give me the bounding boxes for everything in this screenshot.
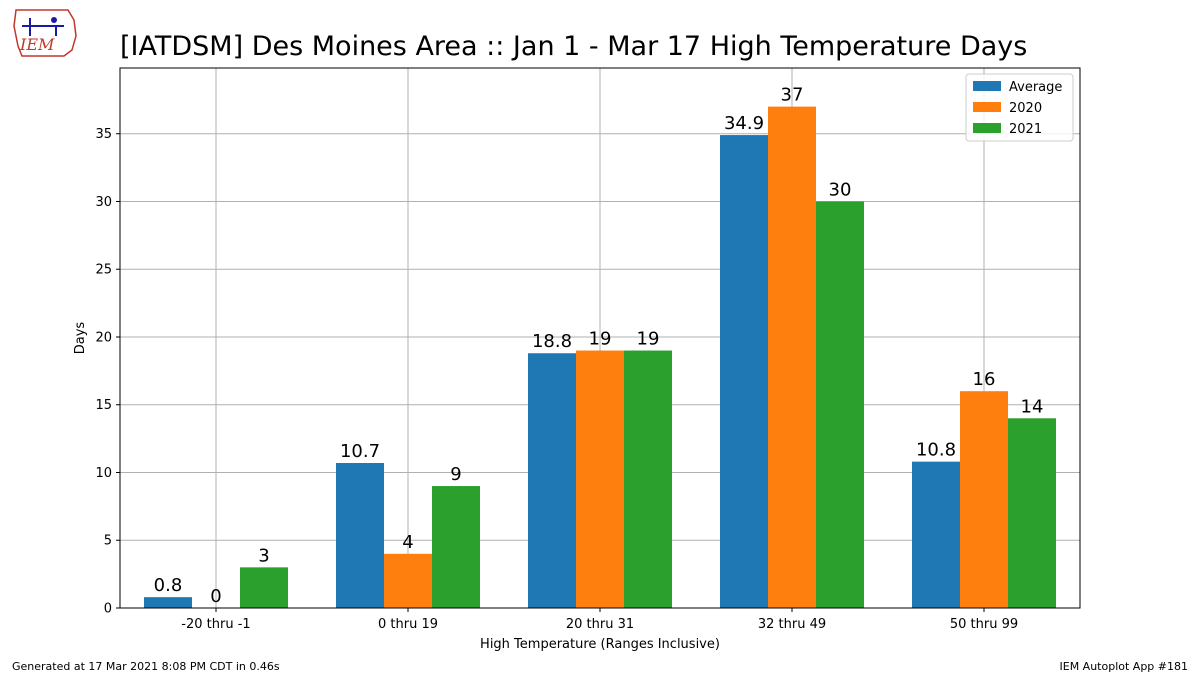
legend-swatch [973,102,1001,112]
legend-swatch [973,123,1001,133]
bar-average [912,461,960,608]
legend: Average 2020 2021 [965,73,1074,142]
chart-title: [IATDSM] Des Moines Area :: Jan 1 - Mar … [120,31,1027,62]
bar-value-label: 34.9 [724,113,764,134]
x-axis-label: High Temperature (Ranges Inclusive) [480,637,720,652]
y-tick-label: 20 [95,330,112,345]
bar-value-label: 0 [210,586,221,607]
x-axis: -20 thru -1 0 thru 19 20 thru 31 32 thru 49… [181,608,1018,632]
legend-label: 2021 [1009,122,1042,137]
bar-2021 [1008,418,1056,608]
x-tick-label: 0 thru 19 [378,617,438,632]
legend-swatch [973,81,1001,91]
bar-value-label: 3 [258,545,269,566]
y-axis: 0 5 10 15 20 25 30 35 [95,127,120,617]
y-tick-label: 25 [95,263,112,278]
bar-average [144,597,192,608]
x-tick-label: 20 thru 31 [566,617,634,632]
bar-value-label: 0.8 [154,575,183,596]
y-tick-label: 5 [104,534,112,549]
y-tick-label: 15 [95,398,112,413]
bar-value-label: 18.8 [532,331,572,352]
bar-2020 [576,350,624,608]
y-tick-label: 10 [95,466,112,481]
bar-value-label: 10.7 [340,441,380,462]
bar-2020 [384,553,432,608]
x-tick-label: 50 thru 99 [950,617,1018,632]
bar-average [336,463,384,608]
x-tick-label: -20 thru -1 [181,617,250,632]
y-tick-label: 30 [95,195,112,210]
bar-2020 [960,391,1008,608]
x-tick-label: 32 thru 49 [758,617,826,632]
app-label: IEM Autoplot App #181 [1059,660,1189,673]
bar-average [720,135,768,608]
bar-2021 [624,350,672,608]
logo-text: IEM [19,35,55,54]
bar-value-label: 10.8 [916,440,956,461]
bar-value-label: 14 [1021,396,1044,417]
y-tick-label: 0 [104,602,112,617]
bar-average [528,353,576,608]
data-labels: 0.8 10.7 18.8 34.9 10.8 0 4 19 37 16 3 9 19 30 14 [154,85,1044,607]
y-tick-label: 35 [95,127,112,142]
bar-2020 [768,106,816,609]
bar-value-label: 16 [973,369,996,390]
iem-logo: IEM [13,9,77,57]
bar-2021 [432,486,480,608]
y-axis-label: Days [73,322,88,355]
generated-timestamp: Generated at 17 Mar 2021 8:08 PM CDT in … [12,660,280,673]
bar-value-label: 19 [589,329,612,350]
bar-value-label: 19 [637,329,660,350]
legend-label: 2020 [1009,101,1042,116]
bar-value-label: 9 [450,464,461,485]
bar-2021 [240,567,288,608]
bar-value-label: 37 [781,85,804,106]
legend-label: Average [1009,80,1062,95]
bar-value-label: 4 [402,532,413,553]
bars [144,106,1056,609]
bar-2021 [816,201,864,609]
bar-value-label: 30 [829,179,852,200]
